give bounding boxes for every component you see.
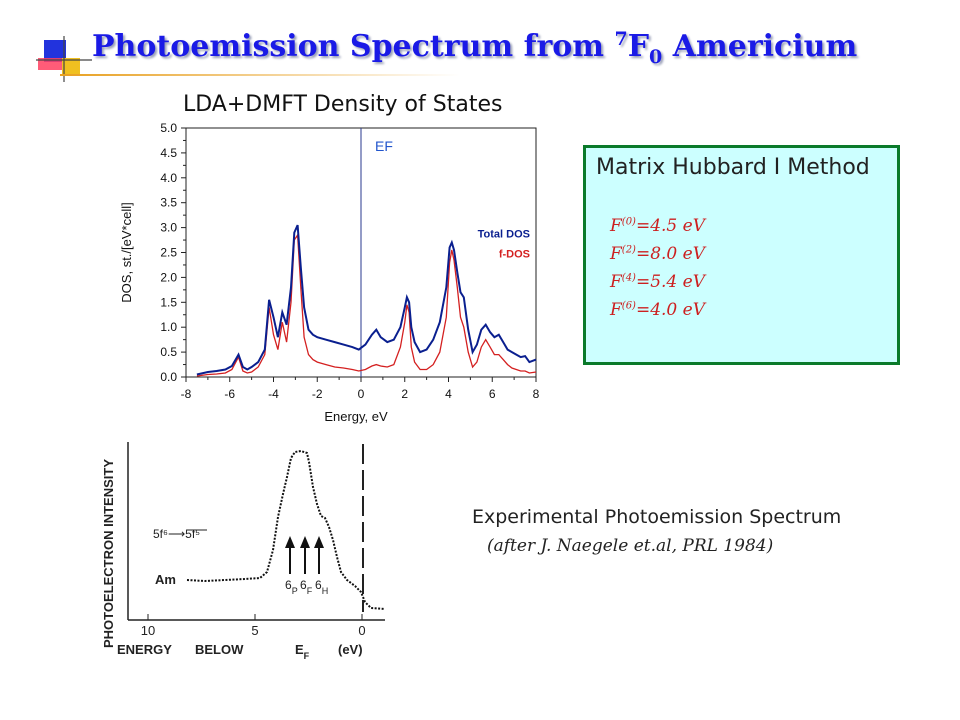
exp-tick-label-5: 5 [251, 623, 258, 638]
exp-tick-label-10: 10 [141, 623, 155, 638]
y-tick-label: 0.5 [160, 345, 177, 359]
y-tick-label: 5.0 [160, 121, 177, 135]
hubbard-title: Matrix Hubbard I Method [596, 155, 870, 180]
param-f6: F(6)=4.0 eV [610, 300, 705, 320]
experiment-title: Experimental Photoemission Spectrum [472, 506, 842, 528]
param-f4: F(4)=5.4 eV [610, 272, 705, 292]
param-f0: F(0)=4.5 eV [610, 216, 705, 236]
y-tick-label: 4.5 [160, 146, 177, 160]
slide-logo-icon [36, 36, 92, 82]
peak-arrow-p [285, 536, 295, 574]
title-underline [60, 74, 460, 76]
y-tick-label: 1.0 [160, 320, 177, 334]
fermi-level-label: EF [375, 138, 393, 154]
spectrum-curve [186, 449, 386, 610]
x-tick-label: -2 [312, 387, 323, 401]
y-tick-label: 4.0 [160, 171, 177, 185]
series-line-f-dos [196, 233, 537, 377]
legend-total-dos: Total DOS [478, 229, 530, 241]
exp-xlabel-energy: ENERGY [117, 642, 172, 657]
x-tick-label: -6 [224, 387, 235, 401]
y-axis-label: DOS, st./[eV*cell] [119, 202, 134, 302]
experiment-citation: (after J. Naegele et.al, PRL 1984) [487, 536, 774, 556]
peak-arrow-f [300, 536, 310, 574]
sample-label: Am [155, 572, 176, 587]
x-tick-label: -8 [181, 387, 192, 401]
exp-ylabel: PHOTOELECTRON INTENSITY [101, 459, 116, 648]
exp-xlabel-e: EF [295, 642, 310, 661]
peak-label-p: 6P [285, 578, 298, 596]
x-tick-label: 6 [489, 387, 496, 401]
y-tick-label: 1.5 [160, 295, 177, 309]
slide-title: Photoemission Spectrum from 7F0 Americiu… [92, 28, 858, 68]
hubbard-box: Matrix Hubbard I Method F(0)=4.5 eV F(2)… [583, 145, 900, 365]
experimental-spectrum: PHOTOELECTRON INTENSITY 10 5 0 ENERGY BE… [101, 442, 386, 661]
x-tick-label: -4 [268, 387, 279, 401]
chart-title: LDA+DMFT Density of States [183, 92, 503, 117]
transition-label: 5f⁶⟶5f⁵ [153, 527, 200, 541]
y-tick-label: 3.0 [160, 221, 177, 235]
exp-tick-label-0: 0 [358, 623, 365, 638]
x-tick-label: 8 [533, 387, 540, 401]
y-tick-label: 2.5 [160, 246, 177, 260]
legend-f-dos: f-DOS [499, 248, 530, 260]
y-tick-label: 3.5 [160, 196, 177, 210]
y-tick-label: 0.0 [160, 370, 177, 384]
peak-label-h: 6H [315, 578, 328, 596]
peak-arrow-h [314, 536, 324, 574]
x-axis-label: Energy, eV [324, 409, 388, 424]
x-tick-label: 2 [401, 387, 408, 401]
param-f2: F(2)=8.0 eV [610, 244, 705, 264]
exp-xlabel-unit: (eV) [338, 642, 363, 657]
x-tick-label: 4 [445, 387, 452, 401]
peak-label-f: 6F [300, 578, 313, 596]
x-tick-label: 0 [358, 387, 365, 401]
dos-chart: -8 -6 -4 -2 0 2 4 6 8 0.0 0.5 1.0 1.5 2.0 2.5 3.0 3.5 4.0… [119, 121, 540, 424]
series-line-total-dos [196, 224, 537, 376]
exp-xlabel-below: BELOW [195, 642, 244, 657]
y-tick-label: 2.0 [160, 270, 177, 284]
